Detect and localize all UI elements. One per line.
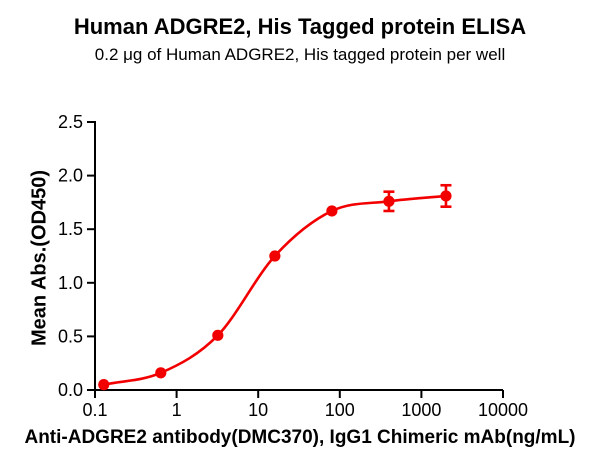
data-point: [326, 205, 338, 217]
x-axis-label: Anti-ADGRE2 antibody(DMC370), IgG1 Chime…: [24, 427, 576, 448]
data-point: [269, 250, 281, 262]
data-point: [440, 190, 452, 202]
x-tick-label: 0.1: [82, 400, 107, 420]
chart-title: Human ADGRE2, His Tagged protein ELISA: [73, 14, 527, 39]
chart-subtitle: 0.2 μg of Human ADGRE2, His tagged prote…: [94, 45, 506, 64]
y-tick-label: 0.0: [58, 380, 83, 400]
fit-curve: [103, 194, 447, 386]
x-tick-label: 1000: [401, 400, 441, 420]
y-tick-label: 2.5: [58, 112, 83, 132]
y-tick-label: 1.5: [58, 219, 83, 239]
data-point: [98, 379, 110, 391]
x-tick-label: 100: [325, 400, 355, 420]
y-axis-label: Mean Abs.(OD450): [28, 170, 51, 346]
y-tick-label: 0.5: [58, 326, 83, 346]
data-point: [155, 367, 167, 379]
x-tick-label: 10: [248, 400, 268, 420]
y-tick-label: 2.0: [58, 166, 83, 186]
x-tick-label: 1: [172, 400, 182, 420]
data-point: [212, 329, 224, 341]
y-tick-label: 1.0: [58, 273, 83, 293]
x-tick-label: 10000: [478, 400, 528, 420]
data-point: [383, 195, 395, 207]
